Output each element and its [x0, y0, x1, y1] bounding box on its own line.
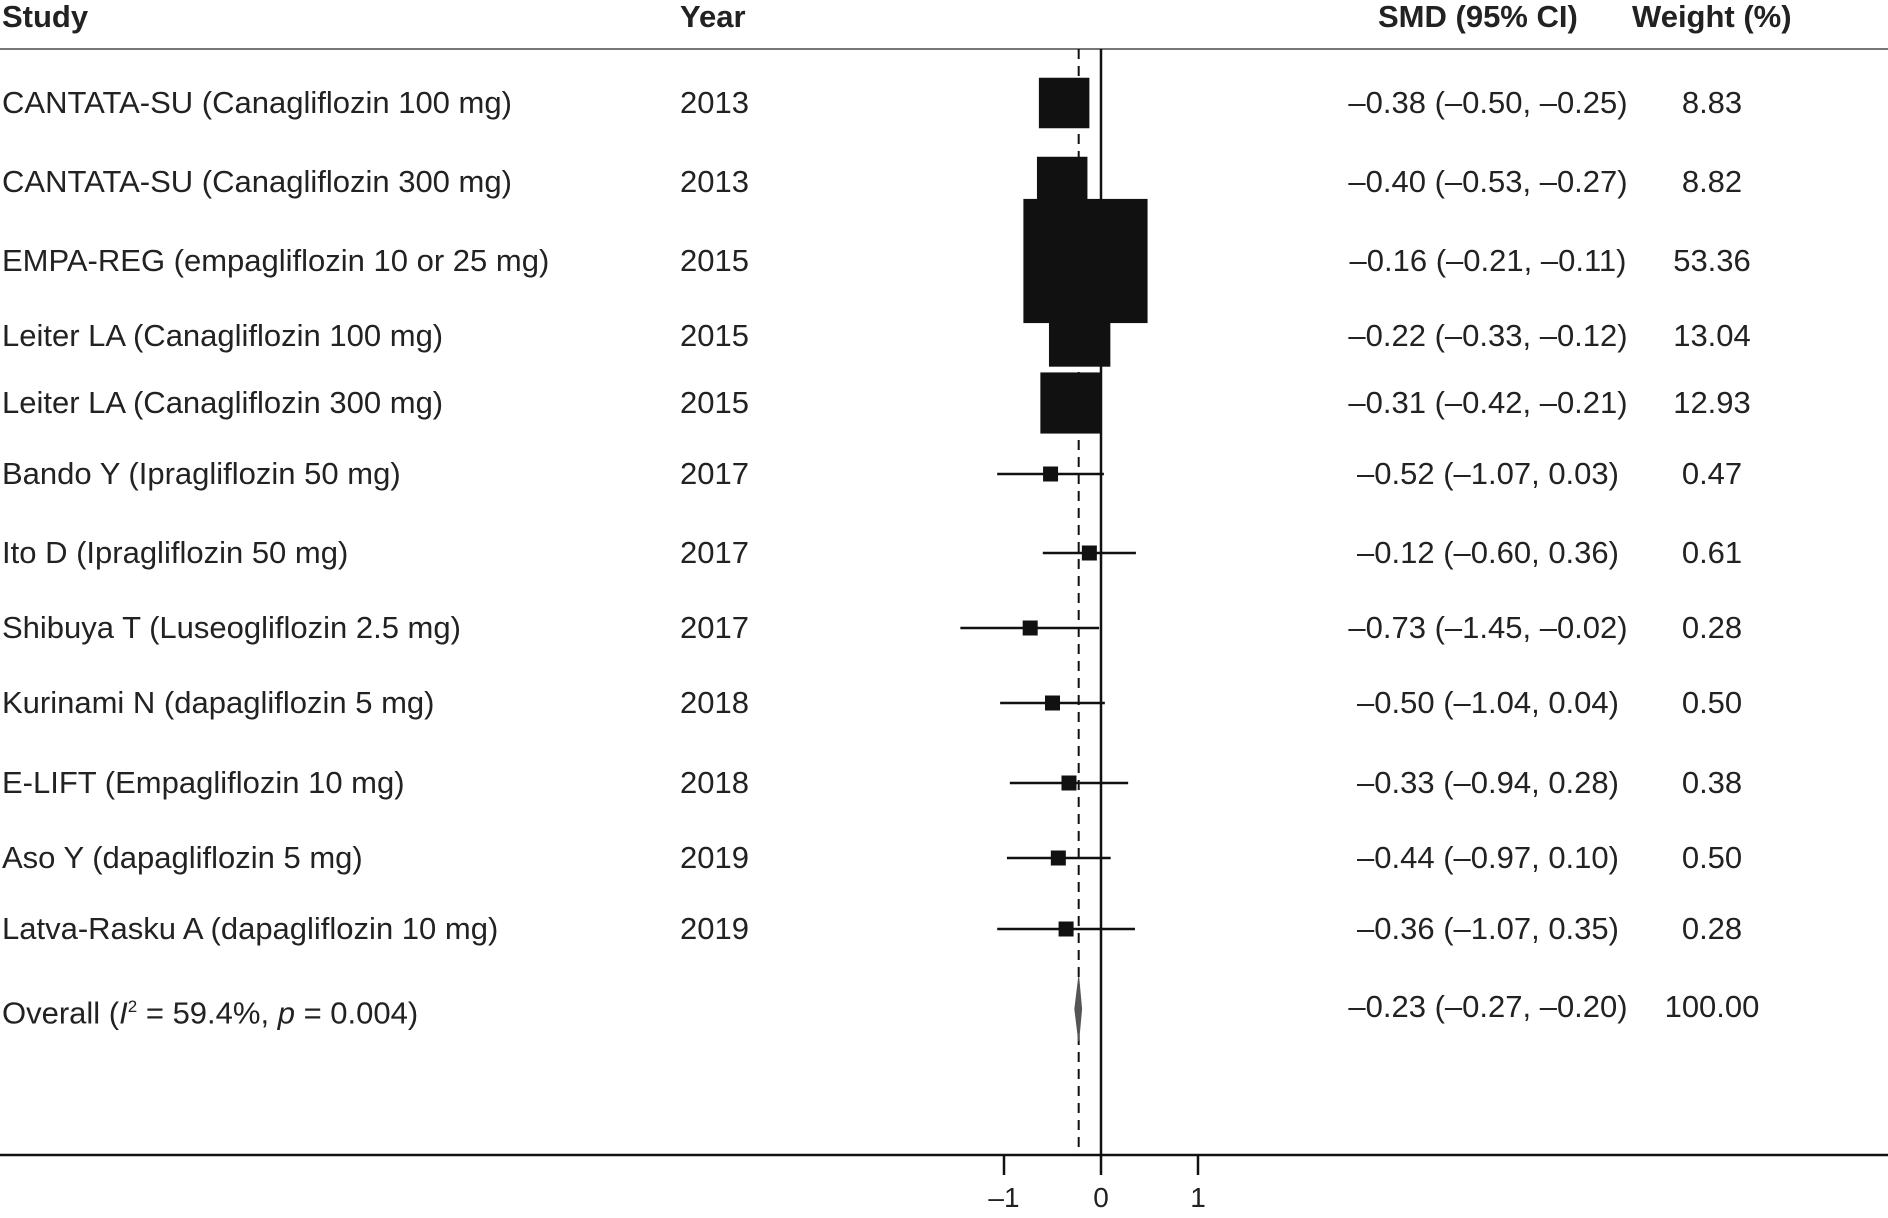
- study-box: [1043, 466, 1059, 482]
- study-label: CANTATA-SU (Canagliflozin 300 mg): [2, 164, 512, 199]
- study-label: Aso Y (dapagliflozin 5 mg): [2, 840, 363, 875]
- study-label: E-LIFT (Empagliflozin 10 mg): [2, 765, 405, 800]
- tick-label: 1: [1190, 1182, 1206, 1213]
- study-year: 2015: [680, 385, 749, 420]
- study-label: Kurinami N (dapagliflozin 5 mg): [2, 685, 435, 720]
- study-ci: –0.44 (–0.97, 0.10): [1357, 840, 1619, 875]
- study-ci: –0.36 (–1.07, 0.35): [1357, 911, 1619, 946]
- overall-i-symbol: I: [119, 995, 128, 1031]
- overall-label: Overall (I2 = 59.4%, p = 0.004): [2, 990, 418, 1030]
- study-label: Leiter LA (Canagliflozin 300 mg): [2, 385, 444, 420]
- study-box: [1040, 372, 1102, 434]
- study-ci: –0.22 (–0.33, –0.12): [1348, 318, 1628, 353]
- study-ci: –0.31 (–0.42, –0.21): [1348, 385, 1628, 420]
- study-weight: 8.82: [1681, 164, 1743, 199]
- header-year: Year: [680, 0, 746, 34]
- study-weight: 0.61: [1681, 535, 1743, 570]
- tick-label: 0: [1093, 1182, 1109, 1213]
- study-weight: 0.50: [1681, 840, 1743, 875]
- study-ci: –0.73 (–1.45, –0.02): [1348, 610, 1628, 645]
- study-ci: –0.40 (–0.53, –0.27): [1348, 164, 1628, 199]
- study-year: 2015: [680, 243, 749, 278]
- study-label: Shibuya T (Luseogliflozin 2.5 mg): [2, 610, 461, 645]
- study-ci: –0.16 (–0.21, –0.11): [1349, 243, 1627, 278]
- pooled-diamond: [1074, 976, 1083, 1042]
- overall-ci: –0.23 (–0.27, –0.20): [1348, 989, 1628, 1024]
- study-ci: –0.52 (–1.07, 0.03): [1357, 456, 1619, 491]
- study-ci: –0.33 (–0.94, 0.28): [1357, 765, 1619, 800]
- study-ci: –0.38 (–0.50, –0.25): [1348, 85, 1628, 120]
- study-box: [1081, 545, 1097, 561]
- study-weight: 0.28: [1681, 911, 1743, 946]
- study-box: [1038, 77, 1090, 129]
- study-weight: 0.47: [1681, 456, 1743, 491]
- study-box: [1023, 198, 1148, 324]
- study-weight: 13.04: [1673, 318, 1751, 353]
- overall-prefix: Overall (: [2, 995, 120, 1031]
- study-box: [1022, 620, 1038, 636]
- study-box: [1036, 156, 1088, 208]
- study-label: Bando Y (Ipragliflozin 50 mg): [2, 456, 401, 491]
- tick-label: –1: [988, 1182, 1019, 1213]
- header-study: Study: [2, 0, 89, 34]
- study-weight: 0.50: [1681, 685, 1743, 720]
- header-weight: Weight (%): [1632, 0, 1792, 34]
- study-year: 2015: [680, 318, 749, 353]
- study-box: [1061, 775, 1077, 791]
- study-label: Leiter LA (Canagliflozin 100 mg): [2, 318, 444, 353]
- study-year: 2018: [680, 765, 749, 800]
- study-box: [1050, 850, 1066, 866]
- study-year: 2018: [680, 685, 749, 720]
- study-weight: 8.83: [1681, 85, 1743, 120]
- study-label: EMPA-REG (empagliflozin 10 or 25 mg): [2, 243, 550, 278]
- plot-marks: –1 0 1: [960, 49, 1206, 1213]
- study-year: 2019: [680, 911, 749, 946]
- study-label: CANTATA-SU (Canagliflozin 100 mg): [2, 85, 512, 120]
- study-box: [1058, 921, 1074, 937]
- study-year: 2013: [680, 164, 749, 199]
- study-weight: 12.93: [1673, 385, 1751, 420]
- study-year: 2017: [680, 456, 749, 491]
- overall-mid: = 59.4%,: [137, 995, 278, 1031]
- study-ci: –0.12 (–0.60, 0.36): [1357, 535, 1619, 570]
- overall-sup: 2: [127, 997, 138, 1016]
- study-year: 2017: [680, 610, 749, 645]
- study-box: [1045, 695, 1060, 711]
- study-ci: –0.50 (–1.04, 0.04): [1357, 685, 1619, 720]
- overall-p-symbol: p: [277, 995, 295, 1031]
- study-label: Ito D (Ipragliflozin 50 mg): [2, 535, 349, 570]
- study-weight: 53.36: [1673, 243, 1751, 278]
- study-label: Latva-Rasku A (dapagliflozin 10 mg): [2, 911, 499, 946]
- overall-end: = 0.004): [294, 995, 419, 1031]
- header-smd: SMD (95% CI): [1378, 0, 1578, 34]
- study-weight: 0.38: [1681, 765, 1743, 800]
- study-box: [1048, 305, 1111, 367]
- study-year: 2017: [680, 535, 749, 570]
- study-year: 2013: [680, 85, 749, 120]
- study-year: 2019: [680, 840, 749, 875]
- overall-weight: 100.00: [1664, 989, 1760, 1024]
- study-weight: 0.28: [1681, 610, 1743, 645]
